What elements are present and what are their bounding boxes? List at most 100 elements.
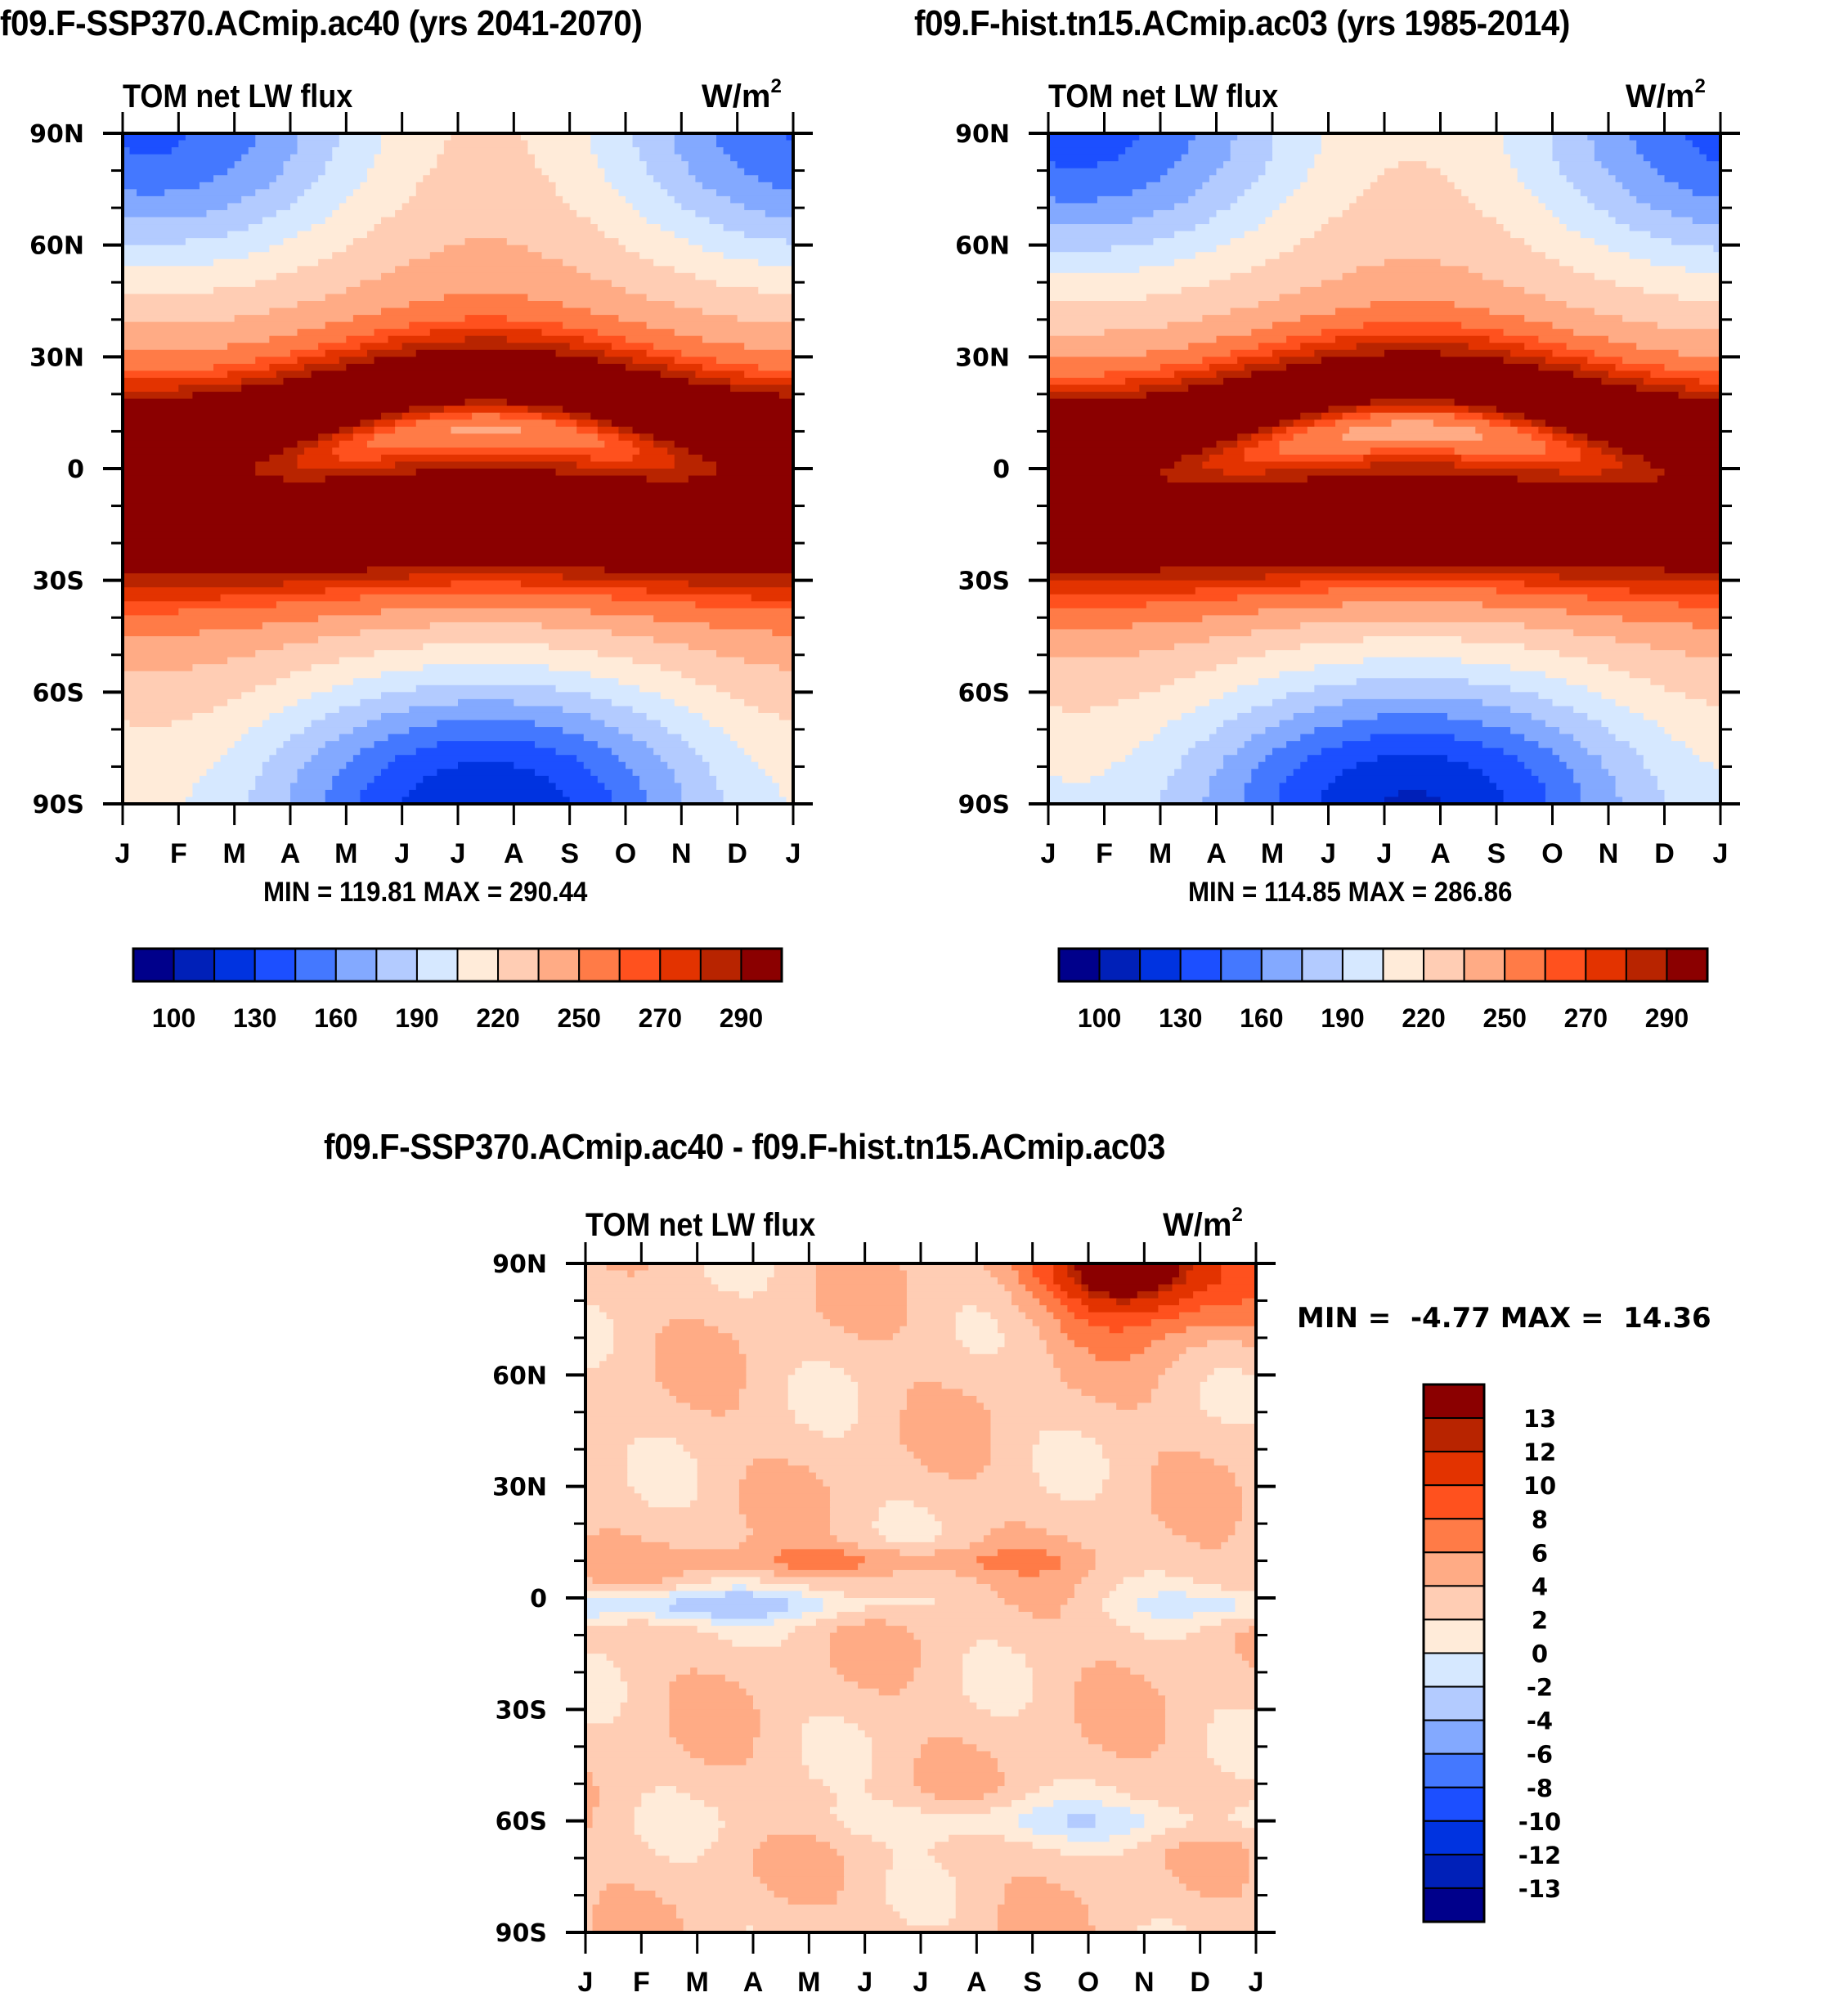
contour-cell <box>374 775 424 783</box>
contour-cell <box>1048 629 1252 637</box>
contour-cell <box>1552 698 1617 707</box>
contour-cell <box>711 1409 726 1418</box>
contour-cell <box>1363 321 1462 330</box>
contour-cell <box>590 769 634 777</box>
contour-cell <box>604 349 648 357</box>
contour-cell <box>604 168 648 176</box>
contour-cell <box>1160 684 1238 693</box>
contour-cell <box>997 1918 1089 1927</box>
contour-cell <box>1636 384 1686 393</box>
contour-cell <box>297 133 340 141</box>
contour-cell <box>555 189 620 197</box>
contour-cell <box>1440 258 1560 267</box>
contour-cell <box>1566 440 1588 448</box>
contour-cell <box>1685 384 1721 393</box>
contour-cell <box>655 1375 747 1383</box>
contour-cell <box>1503 357 1546 365</box>
contour-cell <box>1048 594 1238 602</box>
contour-cell <box>464 335 508 343</box>
contour-cell <box>388 761 459 770</box>
contour-cell <box>1622 182 1680 190</box>
contour-cell <box>1699 147 1721 155</box>
contour-cell <box>1286 363 1539 372</box>
contour-cell <box>1517 426 1539 434</box>
contour-cell <box>590 608 794 616</box>
contour-cell <box>1342 741 1483 749</box>
contour-cell <box>1643 755 1700 763</box>
contour-cell <box>1151 1465 1229 1474</box>
y-tick-label: 0 <box>530 1585 547 1613</box>
contour-cell <box>1164 1569 1257 1578</box>
contour-cell <box>1074 1890 1201 1898</box>
contour-cell <box>1241 1842 1257 1850</box>
contour-cell <box>1032 1444 1103 1452</box>
contour-cell <box>1048 140 1133 148</box>
contour-cell <box>787 1598 824 1606</box>
contour-cell <box>1048 224 1196 232</box>
contour-cell <box>606 1263 649 1272</box>
contour-cell <box>611 420 794 428</box>
contour-cell <box>241 154 291 162</box>
contour-cell <box>683 1569 775 1578</box>
contour-cell <box>1048 454 1182 463</box>
contour-cell <box>760 1577 977 1585</box>
contour-cell <box>1032 1842 1138 1850</box>
contour-cell <box>1706 698 1721 707</box>
contour-cell <box>801 1743 872 1752</box>
contour-cell <box>753 1925 998 1933</box>
contour-cell <box>123 231 228 239</box>
contour-cell <box>744 203 794 211</box>
contour-cell <box>123 608 179 616</box>
contour-cell <box>1144 1569 1166 1578</box>
contour-cell <box>1601 161 1651 169</box>
contour-cell <box>1081 1730 1166 1739</box>
contour-cell <box>858 1381 915 1389</box>
contour-cell <box>627 1681 671 1690</box>
contour-cell <box>1608 664 1721 672</box>
contour-cell <box>585 1862 754 1870</box>
contour-cell <box>1622 447 1721 455</box>
contour-cell <box>837 1667 915 1676</box>
contour-cell <box>1167 720 1224 728</box>
x-tick-label: D <box>727 838 747 869</box>
contour-cell <box>1088 1918 1152 1927</box>
contour-cell <box>921 1751 992 1759</box>
contour-cell <box>620 1702 671 1710</box>
panel-hist-variable-label: TOM net LW flux <box>1048 79 1279 114</box>
contour-cell <box>339 734 389 742</box>
contour-cell <box>1158 1800 1250 1808</box>
contour-cell <box>592 1814 635 1822</box>
contour-cell <box>639 447 668 455</box>
contour-cell <box>585 1270 628 1278</box>
colorbar-swatch <box>173 948 216 982</box>
contour-cell <box>1265 573 1560 581</box>
contour-cell <box>549 175 605 183</box>
colorbar-swatch <box>415 948 459 982</box>
contour-cell <box>1468 678 1568 686</box>
contour-cell <box>178 608 382 616</box>
contour-cell <box>1265 217 1330 225</box>
contour-cell <box>1048 231 1175 239</box>
contour-cell <box>1048 755 1126 763</box>
contour-cell <box>283 475 326 483</box>
x-tick-label: A <box>504 838 524 869</box>
contour-cell <box>1699 377 1721 386</box>
contour-cell <box>801 1361 831 1369</box>
contour-cell <box>1241 1514 1257 1522</box>
contour-cell <box>1643 712 1721 721</box>
contour-cell <box>1074 1681 1152 1690</box>
contour-cell <box>1559 727 1609 735</box>
contour-cell <box>697 1486 740 1494</box>
contour-cell <box>1060 1563 1097 1571</box>
x-tick-label: M <box>1149 838 1172 869</box>
contour-cell <box>990 1452 1034 1460</box>
contour-cell <box>709 217 794 225</box>
contour-cell <box>1048 678 1175 686</box>
contour-cell <box>787 1897 838 1905</box>
contour-cell <box>592 1820 635 1829</box>
contour-cell <box>123 412 382 420</box>
contour-cell <box>234 741 285 749</box>
contour-cell <box>1048 357 1203 365</box>
colorbar-label: 290 <box>1645 1003 1689 1033</box>
contour-cell <box>123 182 200 190</box>
